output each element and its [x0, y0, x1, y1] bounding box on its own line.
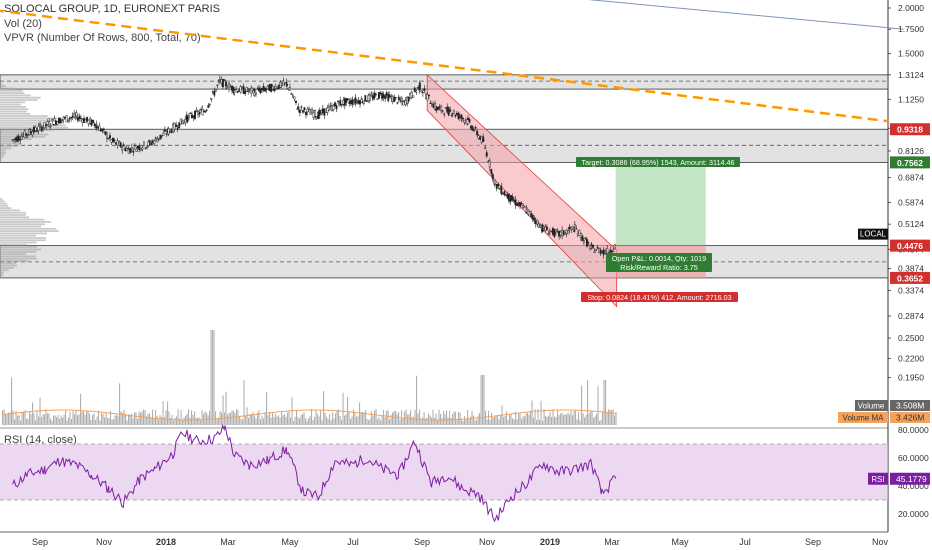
rsi-current-label-bg	[868, 472, 888, 485]
dashed-trendline	[0, 9, 889, 123]
volume-label-bg	[855, 400, 888, 411]
time-tick-13: Nov	[872, 537, 889, 547]
rsi-current-label: RSI	[871, 475, 884, 484]
price-label-stop-bg	[890, 271, 930, 284]
candlesticks	[11, 75, 616, 259]
chart-title: SOLOCAL GROUP, 1D, EURONEXT PARIS	[4, 3, 220, 15]
price-tick-11: 0.3874	[898, 264, 924, 274]
vpvr-indicator-label: VPVR (Number Of Rows, 800, Total, 70)	[4, 32, 201, 44]
rsi-tick-3: 20.0000	[898, 509, 929, 519]
volume-label: Volume	[858, 402, 885, 411]
price-tick-16: 0.1950	[898, 373, 924, 383]
volume-indicator-label: Vol (20)	[4, 18, 42, 30]
time-tick-8: 2019	[540, 537, 560, 547]
volume-ma-value: 3.426M	[896, 413, 924, 423]
price-tick-7: 0.6874	[898, 173, 924, 183]
price-label-box-top: 0.9318	[897, 125, 923, 135]
rsi-current-value-bg	[890, 472, 930, 485]
price-tick-4: 1.1250	[898, 94, 924, 104]
price-tick-3: 1.3124	[898, 70, 924, 80]
time-tick-3: Mar	[220, 537, 236, 547]
target-zone	[615, 162, 706, 246]
price-tick-15: 0.2200	[898, 353, 924, 363]
volume-ma-label: Volume MA	[843, 414, 885, 423]
volume-ma-line	[1, 409, 616, 421]
time-tick-7: Nov	[479, 537, 496, 547]
risk-reward-label: Risk/Reward Ratio: 3.75	[620, 263, 698, 272]
volume-ma-label-bg	[838, 412, 888, 423]
price-tick-9: 0.5124	[898, 219, 924, 229]
open-pnl-label: Open P&L: 0.0014, Qty: 1019	[612, 254, 706, 263]
risk-reward-label-bg	[606, 262, 712, 272]
rsi-line	[12, 423, 617, 523]
price-tick-0: 2.0000	[898, 3, 924, 13]
rsi-indicator-label: RSI (14, close)	[4, 434, 77, 446]
price-tick-6: 0.8126	[898, 146, 924, 156]
price-label-current: 0.4476	[897, 241, 923, 251]
time-tick-1: Nov	[96, 537, 113, 547]
volume-value: 3.508M	[896, 401, 924, 411]
time-tick-10: May	[671, 537, 689, 547]
price-tick-1: 1.7500	[898, 24, 924, 34]
volume-value-bg	[890, 400, 930, 411]
price-label-target: 0.7562	[897, 158, 923, 168]
rsi-tick-1: 60.0000	[898, 453, 929, 463]
upper-price-zone	[0, 74, 889, 90]
local-tag-bg	[858, 228, 888, 240]
rsi-tick-0: 80.0000	[898, 425, 929, 435]
time-tick-12: Sep	[805, 537, 821, 547]
price-label-box-top-bg	[890, 123, 930, 136]
time-tick-6: Sep	[414, 537, 430, 547]
time-tick-4: May	[281, 537, 299, 547]
time-tick-5: Jul	[347, 537, 359, 547]
price-tick-13: 0.2874	[898, 311, 924, 321]
time-tick-0: Sep	[32, 537, 48, 547]
price-tick-8: 0.5874	[898, 197, 924, 207]
target-label-bg	[576, 157, 740, 167]
volume-bars	[2, 330, 617, 425]
local-tag: LOCAL	[860, 230, 887, 239]
rsi-tick-2: 40.0000	[898, 481, 929, 491]
price-label-current-bg	[890, 239, 930, 252]
price-tick-2: 1.5000	[898, 49, 924, 59]
time-tick-11: Jul	[739, 537, 751, 547]
price-label-target-bg	[890, 156, 930, 169]
price-label-stop: 0.3652	[897, 273, 923, 283]
time-tick-9: Mar	[604, 537, 620, 547]
thin-trend-line	[587, 0, 904, 30]
volume-ma-value-bg	[890, 412, 930, 423]
price-tick-14: 0.2500	[898, 333, 924, 343]
rsi-current-value: 45.1779	[896, 474, 927, 484]
price-tick-12: 0.3374	[898, 285, 924, 295]
target-label: Target: 0.3086 (68.95%) 1543, Amount: 31…	[582, 158, 735, 167]
stop-label: Stop: 0.0824 (18.41%) 412, Amount: 2716.…	[587, 293, 731, 302]
time-tick-2: 2018	[156, 537, 176, 547]
stop-label-bg	[581, 292, 738, 302]
middle-price-zone	[0, 128, 889, 163]
open-pnl-label-bg	[606, 253, 712, 263]
